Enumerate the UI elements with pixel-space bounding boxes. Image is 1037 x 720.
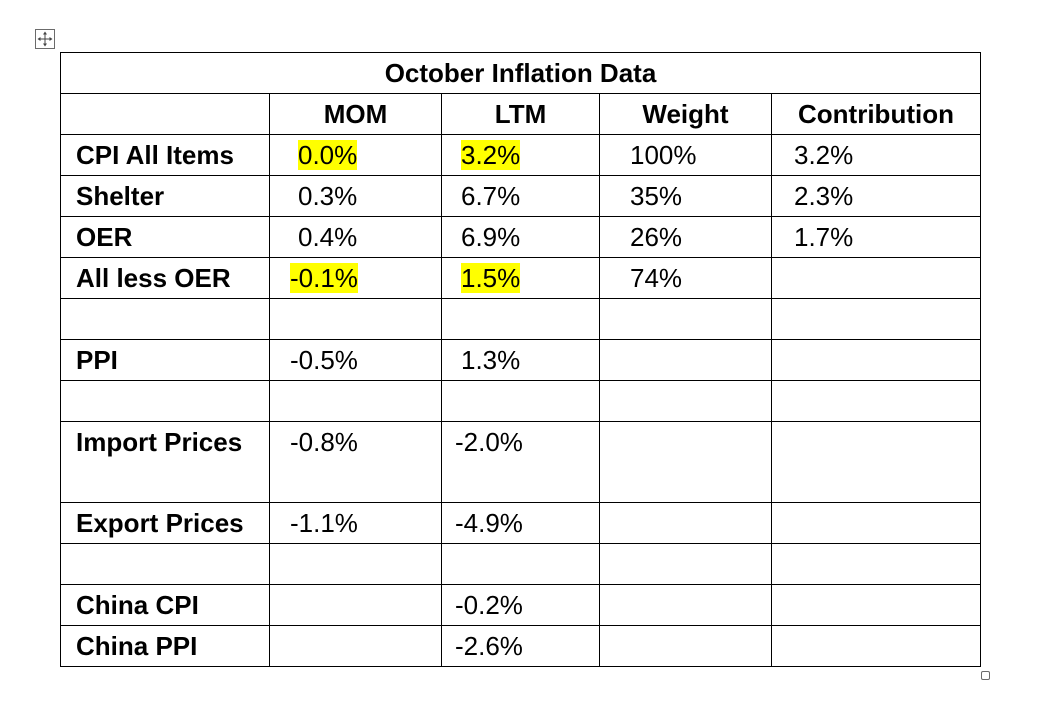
row-label: All less OER [60,257,270,299]
table-row [60,543,981,585]
table-resize-handle-icon[interactable] [981,671,990,680]
table-title-row: October Inflation Data [60,52,981,94]
row-label: Export Prices [60,502,270,544]
table-title: October Inflation Data [60,52,981,94]
cell-mom: 0.0% [269,134,442,176]
cell-ltm [441,543,600,585]
row-label [60,298,270,340]
cell-ltm: 1.3% [441,339,600,381]
header-weight: Weight [599,93,772,135]
cell-ltm: -2.6% [441,625,600,667]
cell-contribution [771,625,981,667]
highlighted-value: 0.0% [298,140,358,170]
cell-contribution [771,421,981,503]
cell-ltm: -0.2% [441,584,600,626]
cell-mom [269,543,442,585]
cell-ltm [441,380,600,422]
table-header-row: MOM LTM Weight Contribution [60,93,981,135]
cell-contribution: 1.7% [771,216,981,258]
cell-ltm: 6.9% [441,216,600,258]
cell-mom: 0.3% [269,175,442,217]
cell-mom: -0.1% [269,257,442,299]
table-row: CPI All Items 0.0% 3.2% 100% 3.2% [60,134,981,176]
cell-ltm: -2.0% [441,421,600,503]
table-row: Shelter 0.3% 6.7% 35% 2.3% [60,175,981,217]
cell-mom [269,584,442,626]
cell-weight [599,380,772,422]
header-contribution: Contribution [771,93,981,135]
table-row: China PPI -2.6% [60,625,981,667]
cell-mom: -0.8% [269,421,442,503]
row-label [60,543,270,585]
row-label: PPI [60,339,270,381]
cell-contribution [771,339,981,381]
cell-contribution [771,502,981,544]
cell-mom [269,380,442,422]
row-label: OER [60,216,270,258]
table-row: Export Prices -1.1% -4.9% [60,502,981,544]
cell-mom: -0.5% [269,339,442,381]
cell-contribution: 2.3% [771,175,981,217]
row-label: CPI All Items [60,134,270,176]
cell-weight [599,339,772,381]
header-cell-blank [60,93,270,135]
table-row: China CPI -0.2% [60,584,981,626]
cell-contribution [771,584,981,626]
cell-mom: 0.4% [269,216,442,258]
cell-ltm [441,298,600,340]
table-move-handle-icon[interactable] [35,29,55,49]
row-label: Import Prices [60,421,270,503]
cell-contribution [771,298,981,340]
header-mom: MOM [269,93,442,135]
cell-mom [269,298,442,340]
table-row: Import Prices -0.8% -2.0% [60,421,981,503]
table-row [60,298,981,340]
cell-weight: 26% [599,216,772,258]
cell-weight [599,625,772,667]
row-label: Shelter [60,175,270,217]
row-label [60,380,270,422]
cell-weight [599,421,772,503]
cell-weight: 35% [599,175,772,217]
cell-contribution [771,257,981,299]
highlighted-value: -0.1% [290,263,358,293]
table-row: All less OER -0.1% 1.5% 74% [60,257,981,299]
cell-weight [599,298,772,340]
cell-contribution: 3.2% [771,134,981,176]
cell-contribution [771,380,981,422]
cell-mom [269,625,442,667]
cell-weight: 100% [599,134,772,176]
cell-ltm: 1.5% [441,257,600,299]
highlighted-value: 3.2% [461,140,521,170]
table-row [60,380,981,422]
header-ltm: LTM [441,93,600,135]
cell-weight [599,543,772,585]
row-label: China CPI [60,584,270,626]
table-row: PPI -0.5% 1.3% [60,339,981,381]
inflation-data-table: October Inflation Data MOM LTM Weight Co… [60,52,981,667]
cell-ltm: -4.9% [441,502,600,544]
cell-contribution [771,543,981,585]
cell-weight [599,502,772,544]
cell-ltm: 3.2% [441,134,600,176]
cell-weight: 74% [599,257,772,299]
table-row: OER 0.4% 6.9% 26% 1.7% [60,216,981,258]
cell-weight [599,584,772,626]
cell-ltm: 6.7% [441,175,600,217]
row-label: China PPI [60,625,270,667]
cell-mom: -1.1% [269,502,442,544]
highlighted-value: 1.5% [461,263,521,293]
